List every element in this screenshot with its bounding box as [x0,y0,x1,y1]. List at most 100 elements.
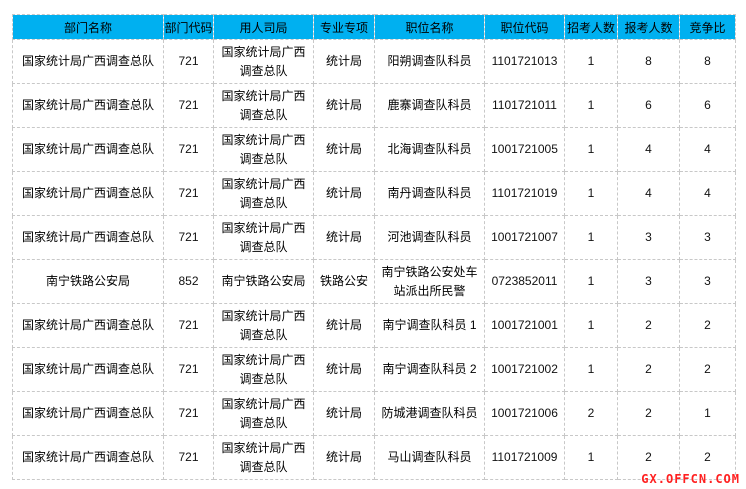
column-header: 职位代码 [484,14,565,40]
table-cell: 国家统计局广西调查总队 [213,391,314,436]
column-header: 报考人数 [617,14,680,40]
table-row: 南宁铁路公安局 852 南宁铁路公安局 铁路公安 南宁铁路公安处车站派出所民警 07238… [12,259,736,304]
table-cell: 6 [617,83,680,128]
table-cell: 1 [564,215,618,260]
table-cell: 统计局 [313,303,375,348]
table-row: 国家统计局广西调查总队 721 国家统计局广西调查总队 统计局 南宁调查队科员 1 100… [12,303,736,348]
column-header: 职位名称 [374,14,485,40]
table-cell: 1 [564,347,618,392]
table-cell: 国家统计局广西调查总队 [12,215,164,260]
table-cell: 2 [617,435,680,480]
column-header: 部门代码 [163,14,214,40]
table-cell: 南宁铁路公安局 [213,259,314,304]
table-cell: 0723852011 [484,259,565,304]
table-cell: 3 [617,259,680,304]
table-row: 国家统计局广西调查总队 721 国家统计局广西调查总队 统计局 河池调查队科员 10017… [12,215,736,260]
table-cell: 南宁调查队科员 2 [374,347,485,392]
table-cell: 1101721009 [484,435,565,480]
column-header: 专业专项 [313,14,375,40]
table-cell: 统计局 [313,391,375,436]
table-cell: 国家统计局广西调查总队 [12,303,164,348]
table-cell: 统计局 [313,127,375,172]
exam-applicants-table: 部门名称 部门代码 用人司局 专业专项 职位名称 职位代码 招考人数 报考人数 竞争比 国家统计… [12,14,736,480]
table-cell: 1001721005 [484,127,565,172]
table-row: 国家统计局广西调查总队 721 国家统计局广西调查总队 统计局 防城港调查队科员 1001… [12,391,736,436]
table-cell: 国家统计局广西调查总队 [213,127,314,172]
table-cell: 2 [617,347,680,392]
table-cell: 721 [163,435,214,480]
table-cell: 3 [617,215,680,260]
table-cell: 721 [163,347,214,392]
table-row: 国家统计局广西调查总队 721 国家统计局广西调查总队 统计局 阳朔调查队科员 11017… [12,39,736,84]
column-header: 用人司局 [213,14,314,40]
table-cell: 1101721013 [484,39,565,84]
table-row: 国家统计局广西调查总队 721 国家统计局广西调查总队 统计局 南丹调查队科员 11017… [12,171,736,216]
table-cell: 721 [163,83,214,128]
table-cell: 4 [679,127,736,172]
table-cell: 1001721002 [484,347,565,392]
table-cell: 1 [564,127,618,172]
table-cell: 2 [617,303,680,348]
table-cell: 1 [564,171,618,216]
table-cell: 统计局 [313,83,375,128]
table-cell: 国家统计局广西调查总队 [12,83,164,128]
column-header: 部门名称 [12,14,164,40]
table-cell: 统计局 [313,215,375,260]
table-cell: 国家统计局广西调查总队 [213,39,314,84]
table-row: 国家统计局广西调查总队 721 国家统计局广西调查总队 统计局 北海调查队科员 10017… [12,127,736,172]
table-cell: 国家统计局广西调查总队 [12,127,164,172]
table-cell: 南宁铁路公安处车站派出所民警 [374,259,485,304]
table-cell: 2 [679,347,736,392]
table-cell: 4 [617,171,680,216]
table-cell: 统计局 [313,39,375,84]
table-cell: 4 [679,171,736,216]
table-cell: 南宁铁路公安局 [12,259,164,304]
table-cell: 国家统计局广西调查总队 [213,215,314,260]
table-cell: 河池调查队科员 [374,215,485,260]
table-cell: 2 [617,391,680,436]
table-cell: 1 [564,39,618,84]
watermark-logo: GX.OFFCN.COM [641,472,740,486]
table-cell: 1001721006 [484,391,565,436]
table-cell: 1 [679,391,736,436]
table-cell: 1001721001 [484,303,565,348]
table-cell: 852 [163,259,214,304]
table-cell: 国家统计局广西调查总队 [12,391,164,436]
table-cell: 2 [679,303,736,348]
table-cell: 721 [163,171,214,216]
table-cell: 国家统计局广西调查总队 [213,303,314,348]
table-cell: 统计局 [313,347,375,392]
table-cell: 8 [617,39,680,84]
table-cell: 南宁调查队科员 1 [374,303,485,348]
table-cell: 8 [679,39,736,84]
table-cell: 统计局 [313,435,375,480]
table-cell: 3 [679,259,736,304]
table-cell: 阳朔调查队科员 [374,39,485,84]
table-cell: 721 [163,391,214,436]
table-row: 国家统计局广西调查总队 721 国家统计局广西调查总队 统计局 南宁调查队科员 2 100… [12,347,736,392]
table-cell: 北海调查队科员 [374,127,485,172]
table-cell: 721 [163,127,214,172]
table-cell: 4 [617,127,680,172]
table-cell: 马山调查队科员 [374,435,485,480]
table-cell: 国家统计局广西调查总队 [12,435,164,480]
table-cell: 2 [679,435,736,480]
table-cell: 铁路公安 [313,259,375,304]
table-cell: 防城港调查队科员 [374,391,485,436]
table-cell: 统计局 [313,171,375,216]
table-cell: 721 [163,303,214,348]
table-cell: 3 [679,215,736,260]
table-cell: 1 [564,83,618,128]
table-cell: 国家统计局广西调查总队 [213,171,314,216]
table-cell: 国家统计局广西调查总队 [12,39,164,84]
table-cell: 国家统计局广西调查总队 [12,171,164,216]
table-cell: 国家统计局广西调查总队 [213,83,314,128]
table-cell: 鹿寨调查队科员 [374,83,485,128]
table-header: 部门名称 部门代码 用人司局 专业专项 职位名称 职位代码 招考人数 报考人数 竞争比 [12,14,736,40]
table-cell: 国家统计局广西调查总队 [213,347,314,392]
table-cell: 1 [564,259,618,304]
table-cell: 1101721011 [484,83,565,128]
table-cell: 1 [564,303,618,348]
table-cell: 1 [564,435,618,480]
column-header: 竞争比 [679,14,736,40]
